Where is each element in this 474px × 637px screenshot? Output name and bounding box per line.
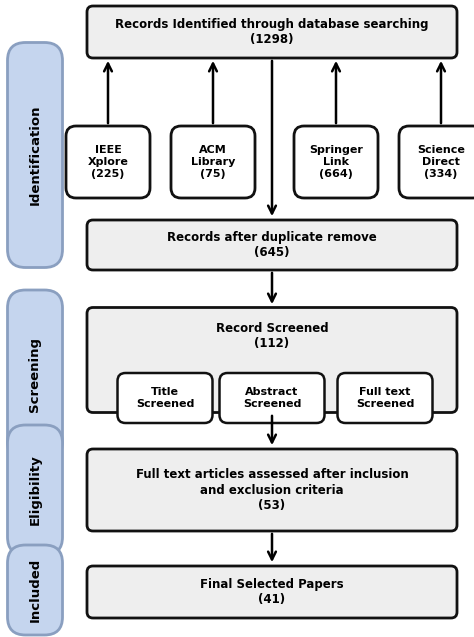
Text: Record Screened
(112): Record Screened (112) [216, 322, 328, 350]
FancyBboxPatch shape [8, 425, 63, 555]
FancyBboxPatch shape [8, 545, 63, 635]
Text: Identification: Identification [28, 104, 42, 205]
FancyBboxPatch shape [87, 566, 457, 618]
FancyBboxPatch shape [294, 126, 378, 198]
Text: Included: Included [28, 558, 42, 622]
FancyBboxPatch shape [219, 373, 325, 423]
Text: Records after duplicate remove
(645): Records after duplicate remove (645) [167, 231, 377, 259]
Text: Full text articles assessed after inclusion
and exclusion criteria
(53): Full text articles assessed after inclus… [136, 468, 409, 512]
FancyBboxPatch shape [87, 220, 457, 270]
Text: Springer
Link
(664): Springer Link (664) [309, 145, 363, 178]
Text: Science
Direct
(334): Science Direct (334) [417, 145, 465, 178]
Text: Abstract
Screened: Abstract Screened [243, 387, 301, 409]
FancyBboxPatch shape [171, 126, 255, 198]
FancyBboxPatch shape [87, 449, 457, 531]
FancyBboxPatch shape [399, 126, 474, 198]
Text: IEEE
Xplore
(225): IEEE Xplore (225) [88, 145, 128, 178]
FancyBboxPatch shape [8, 290, 63, 460]
Text: Eligibility: Eligibility [28, 455, 42, 526]
FancyBboxPatch shape [118, 373, 212, 423]
FancyBboxPatch shape [87, 6, 457, 58]
Text: ACM
Library
(75): ACM Library (75) [191, 145, 235, 178]
Text: Records Identified through database searching
(1298): Records Identified through database sear… [115, 18, 429, 46]
FancyBboxPatch shape [8, 43, 63, 268]
Text: Full text
Screened: Full text Screened [356, 387, 414, 409]
Text: Title
Screened: Title Screened [136, 387, 194, 409]
FancyBboxPatch shape [66, 126, 150, 198]
FancyBboxPatch shape [337, 373, 432, 423]
FancyBboxPatch shape [87, 308, 457, 413]
Text: Screening: Screening [28, 338, 42, 413]
Text: Final Selected Papers
(41): Final Selected Papers (41) [200, 578, 344, 606]
